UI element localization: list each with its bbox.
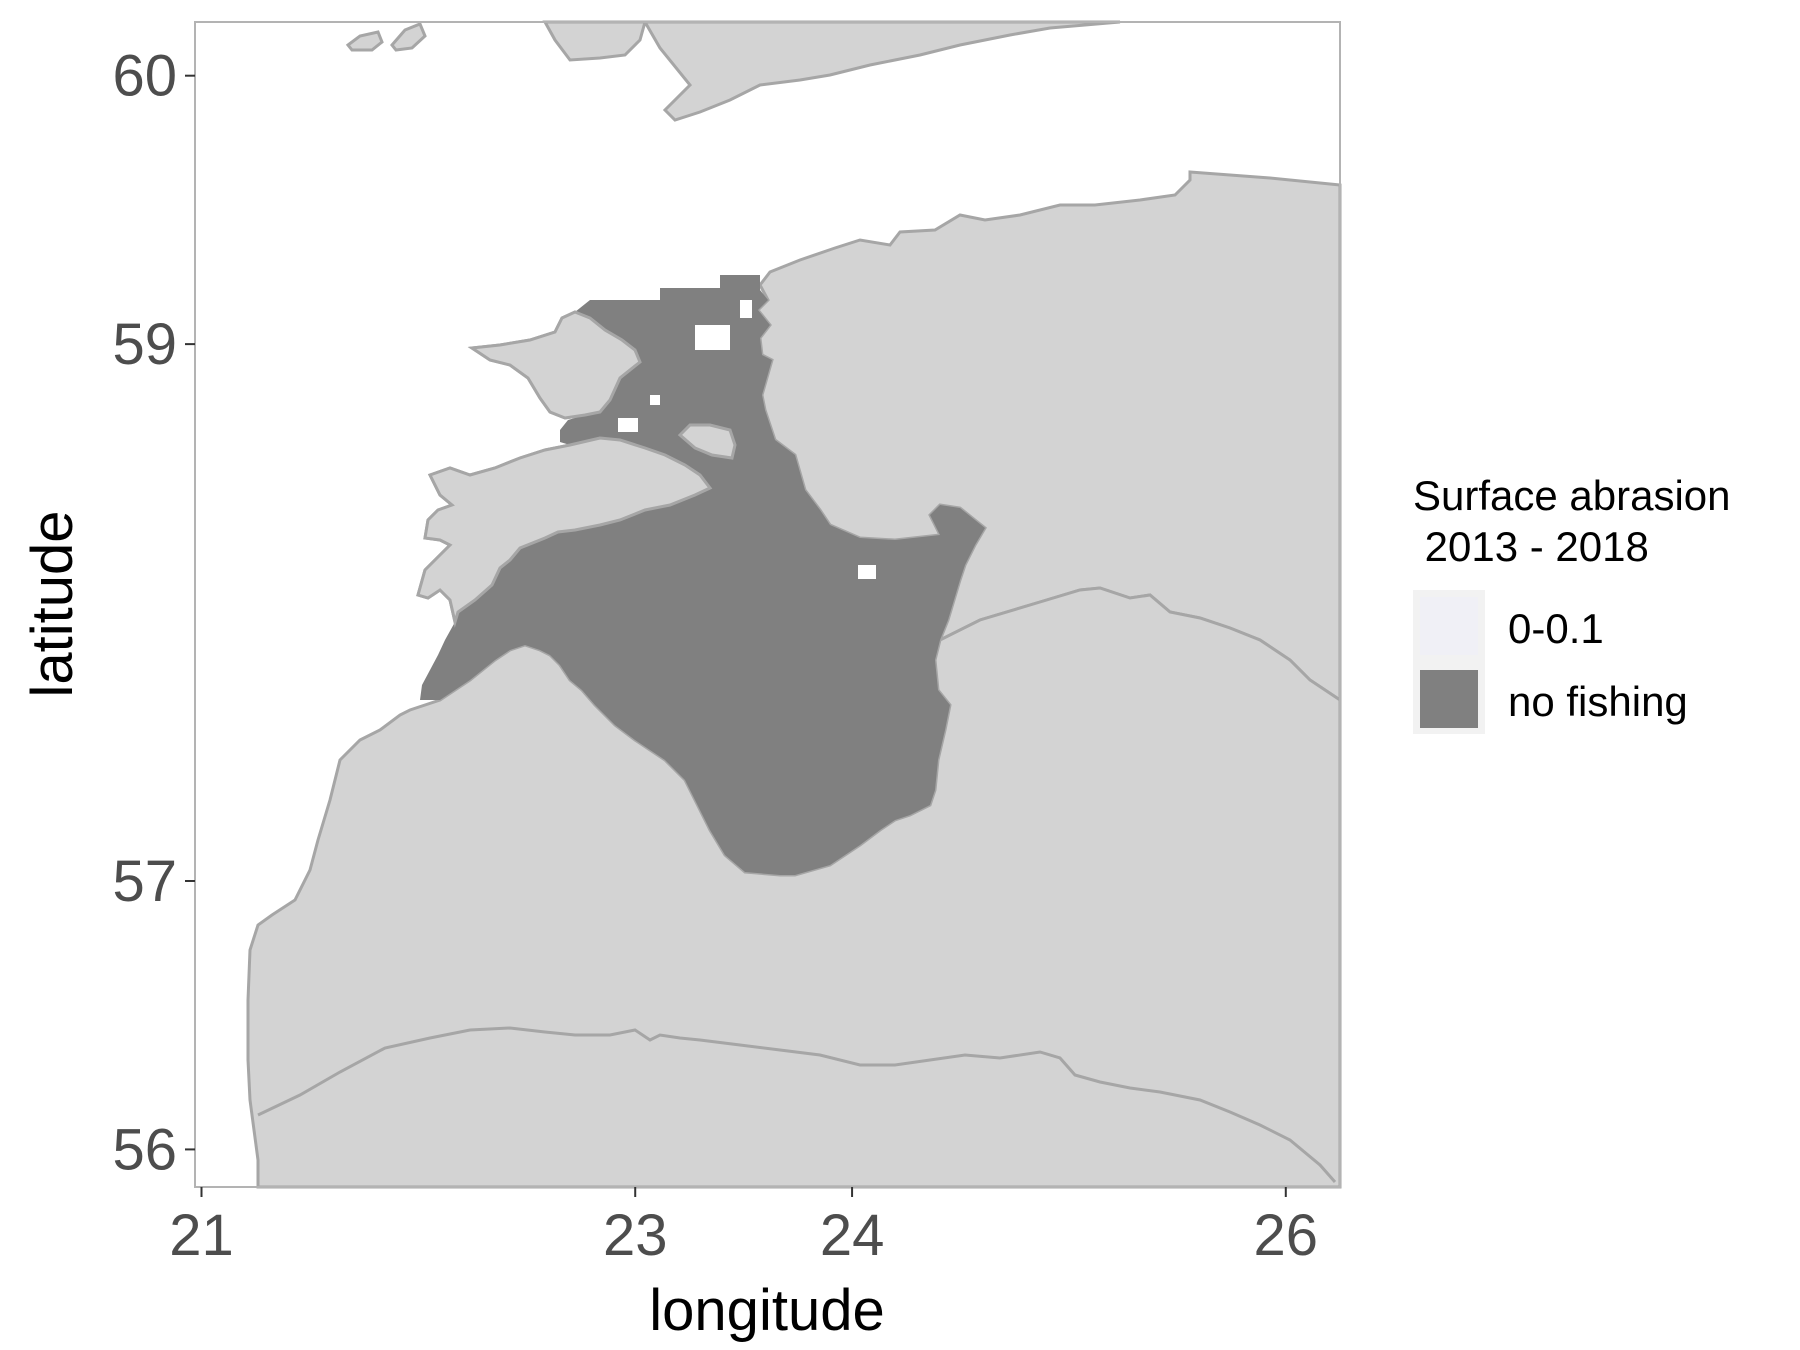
y-tick-label: 57	[112, 849, 177, 914]
y-axis-title: latitude	[20, 510, 85, 697]
data-gaps	[618, 300, 876, 579]
legend: Surface abrasion 2013 - 2018 0-0.1 no fi…	[1413, 472, 1731, 734]
y-tick-label: 59	[112, 312, 177, 377]
land-finland	[542, 20, 1121, 122]
gap-cell	[858, 565, 876, 579]
island-saaremaa-overlay	[416, 436, 713, 628]
gap-cell	[695, 325, 730, 350]
panel-border	[194, 21, 1341, 1188]
border-line	[257, 1026, 1337, 1183]
island-north-1	[345, 30, 384, 52]
legend-title-line1: Surface abrasion	[1413, 472, 1731, 519]
y-tick-label: 56	[112, 1117, 177, 1182]
island-hiiumaa-overlay	[467, 310, 642, 420]
no-fishing-area	[420, 275, 985, 875]
y-tick-label: 60	[112, 44, 177, 109]
gap-cell	[618, 418, 638, 432]
gap-cell	[740, 300, 752, 318]
y-axis: 56 57 59 60	[112, 44, 195, 1182]
x-axis: 21 23 24 26	[169, 1187, 1318, 1268]
x-tick-label: 24	[820, 1203, 885, 1268]
gap-cell	[650, 395, 660, 405]
island-muhu-overlay	[677, 423, 737, 460]
island-north-2	[390, 22, 427, 52]
legend-label-low: 0-0.1	[1508, 605, 1604, 652]
x-tick-label: 21	[169, 1203, 234, 1268]
x-tick-label: 26	[1254, 1203, 1319, 1268]
map-layers	[246, 20, 1342, 1189]
legend-label-no-fishing: no fishing	[1508, 678, 1688, 725]
x-axis-title: longitude	[649, 1278, 884, 1343]
legend-swatch-low	[1420, 597, 1478, 655]
x-tick-label: 23	[603, 1203, 668, 1268]
legend-title-line2: 2013 - 2018	[1413, 523, 1649, 570]
legend-swatch-no-fishing	[1420, 670, 1478, 728]
